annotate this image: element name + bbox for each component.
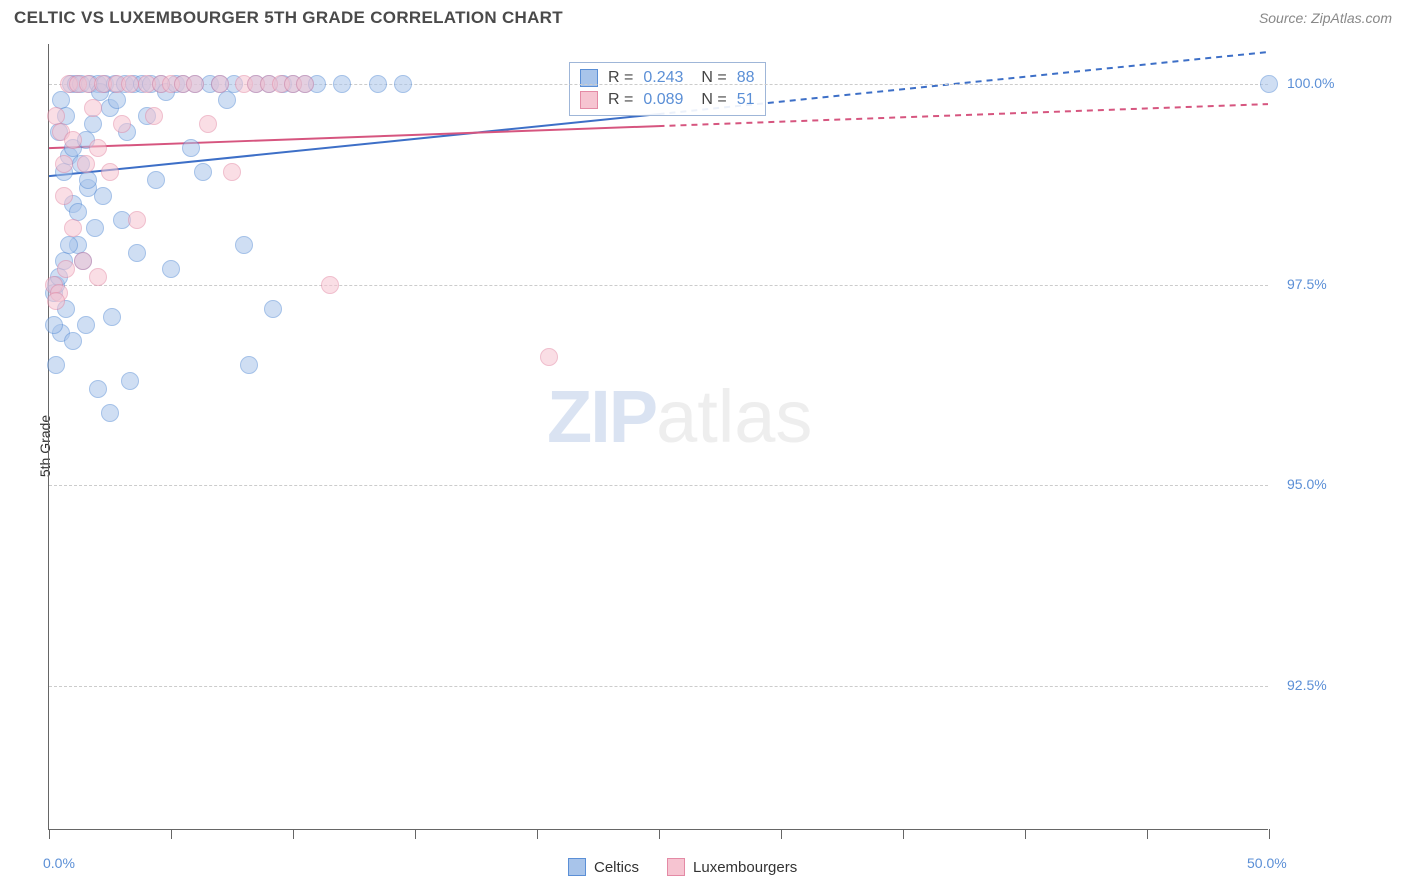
scatter-point [321, 276, 339, 294]
scatter-point [113, 115, 131, 133]
legend-item: Luxembourgers [667, 858, 797, 876]
scatter-point [94, 187, 112, 205]
y-tick-label: 97.5% [1287, 276, 1327, 292]
scatter-point [121, 75, 139, 93]
scatter-point [264, 300, 282, 318]
trend-lines [49, 44, 1268, 829]
scatter-point [64, 131, 82, 149]
stats-row: R =0.243N =88 [580, 67, 755, 89]
scatter-point [1260, 75, 1278, 93]
legend-label: Luxembourgers [693, 859, 797, 876]
x-tick-mark [293, 829, 294, 839]
scatter-point [64, 219, 82, 237]
scatter-point [47, 292, 65, 310]
stats-box: R =0.243N =88 R = 0.089 N = 51 [569, 62, 766, 116]
stats-n-value: 51 [737, 91, 755, 109]
scatter-point [145, 107, 163, 125]
scatter-point [182, 139, 200, 157]
watermark: ZIPatlas [547, 374, 812, 459]
title-bar: CELTIC VS LUXEMBOURGER 5TH GRADE CORRELA… [0, 0, 1406, 32]
gridline [49, 686, 1268, 687]
plot-wrap: ZIPatlas R =0.243N =88R =0.089N =51 92.5… [48, 44, 1268, 830]
stats-row: R = 0.089 N = 51 [580, 89, 755, 111]
x-tick-mark [1025, 829, 1026, 839]
scatter-point [89, 139, 107, 157]
scatter-point [74, 252, 92, 270]
y-tick-label: 100.0% [1287, 75, 1334, 91]
scatter-point [103, 308, 121, 326]
scatter-point [199, 115, 217, 133]
scatter-point [218, 91, 236, 109]
scatter-point [89, 268, 107, 286]
watermark-zip: ZIP [547, 375, 656, 458]
scatter-point [128, 211, 146, 229]
scatter-point [162, 260, 180, 278]
x-tick-mark [171, 829, 172, 839]
gridline [49, 485, 1268, 486]
legend-bottom: Celtics Luxembourgers [568, 858, 797, 876]
source-label: Source: ZipAtlas.com [1259, 10, 1392, 26]
scatter-point [240, 356, 258, 374]
scatter-point [128, 244, 146, 262]
x-tick-label: 50.0% [1247, 855, 1287, 871]
scatter-point [45, 316, 63, 334]
watermark-atlas: atlas [656, 375, 812, 458]
scatter-point [121, 372, 139, 390]
scatter-point [101, 163, 119, 181]
x-tick-mark [903, 829, 904, 839]
x-tick-mark [1269, 829, 1270, 839]
scatter-point [89, 380, 107, 398]
y-tick-label: 92.5% [1287, 677, 1327, 693]
scatter-point [369, 75, 387, 93]
x-tick-label: 0.0% [43, 855, 75, 871]
scatter-point [101, 404, 119, 422]
scatter-point [394, 75, 412, 93]
stats-r-label: R = [608, 91, 633, 109]
y-tick-label: 95.0% [1287, 476, 1327, 492]
scatter-point [55, 187, 73, 205]
x-tick-mark [415, 829, 416, 839]
x-tick-mark [659, 829, 660, 839]
scatter-point [223, 163, 241, 181]
scatter-point [186, 75, 204, 93]
scatter-point [211, 75, 229, 93]
scatter-point [296, 75, 314, 93]
chart-title: CELTIC VS LUXEMBOURGER 5TH GRADE CORRELA… [14, 8, 563, 28]
stats-n-label: N = [701, 91, 726, 109]
scatter-point [86, 219, 104, 237]
scatter-point [84, 99, 102, 117]
scatter-point [47, 356, 65, 374]
x-tick-mark [49, 829, 50, 839]
gridline [49, 285, 1268, 286]
stats-r-value: 0.089 [643, 91, 683, 109]
legend-swatch [667, 858, 685, 876]
x-tick-mark [781, 829, 782, 839]
scatter-point [108, 91, 126, 109]
scatter-point [77, 316, 95, 334]
stats-swatch [580, 91, 598, 109]
scatter-point [84, 115, 102, 133]
scatter-point [333, 75, 351, 93]
scatter-point [235, 236, 253, 254]
x-tick-mark [537, 829, 538, 839]
scatter-point [55, 155, 73, 173]
scatter-point [540, 348, 558, 366]
scatter-point [57, 260, 75, 278]
legend-swatch [568, 858, 586, 876]
plot-area: ZIPatlas R =0.243N =88R =0.089N =51 92.5… [48, 44, 1268, 830]
scatter-point [194, 163, 212, 181]
scatter-point [77, 155, 95, 173]
legend-item: Celtics [568, 858, 639, 876]
scatter-point [79, 171, 97, 189]
x-tick-mark [1147, 829, 1148, 839]
scatter-point [60, 236, 78, 254]
scatter-point [64, 332, 82, 350]
legend-label: Celtics [594, 859, 639, 876]
scatter-point [147, 171, 165, 189]
